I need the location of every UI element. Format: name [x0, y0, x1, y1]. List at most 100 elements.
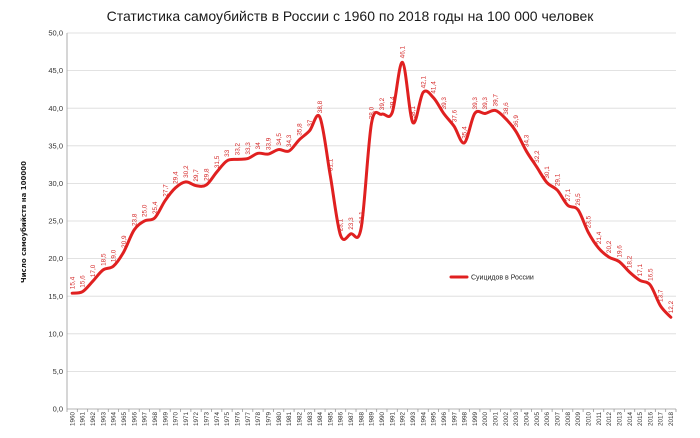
x-tick-label: 2004: [524, 412, 531, 427]
x-tick-label: 1993: [410, 412, 417, 427]
data-label: 39,3: [441, 97, 448, 110]
x-tick-label: 1991: [389, 412, 396, 427]
x-tick-label: 1984: [317, 412, 324, 427]
y-tick-label: 10,0: [48, 329, 63, 338]
data-label: 23,8: [131, 213, 138, 226]
x-tick-label: 2001: [493, 412, 500, 427]
data-label: 15,6: [80, 275, 87, 288]
data-label: 34,5: [276, 133, 283, 146]
data-label: 34,3: [286, 134, 293, 147]
data-label: 27,7: [162, 184, 169, 197]
x-tick-label: 2000: [482, 412, 489, 427]
x-tick-label: 1976: [235, 412, 242, 427]
data-label: 18,5: [100, 253, 107, 266]
data-label: 35,4: [462, 126, 469, 139]
x-tick-labels: 1960 1961 1962 1963 1964 1965 1966 1967 1968 1969…: [69, 412, 675, 427]
x-tick-label: 1989: [369, 412, 376, 427]
y-axis-label: Число самоубийств на 100000: [20, 161, 28, 283]
x-tick-label: 1960: [69, 412, 76, 427]
data-label: 39,7: [493, 94, 500, 107]
x-tick-label: 1971: [183, 412, 190, 427]
x-tick-label: 2014: [627, 412, 634, 427]
data-label: 25,4: [152, 201, 159, 214]
y-tick-label: 40,0: [48, 104, 63, 113]
x-tick-label: 1979: [265, 412, 272, 427]
grid-lines: [67, 32, 676, 372]
data-label: 33: [224, 149, 231, 157]
x-tick-label: 1981: [286, 412, 293, 427]
y-tick-label: 0,0: [53, 405, 63, 414]
y-tick-label: 35,0: [48, 141, 63, 150]
data-label: 16,5: [647, 268, 654, 281]
x-tick-label: 2009: [575, 412, 582, 427]
data-label: 29,4: [173, 171, 180, 184]
x-tick-label: 2013: [616, 412, 623, 427]
x-tick-label: 1995: [431, 412, 438, 427]
data-label: 38,0: [369, 106, 376, 119]
x-tick-label: 1982: [296, 412, 303, 427]
x-tick-label: 2016: [647, 412, 654, 427]
x-tick-label: 1990: [379, 412, 386, 427]
data-label: 21,4: [596, 231, 603, 244]
x-tick-label: 1992: [400, 412, 407, 427]
x-tick-label: 1969: [162, 412, 169, 427]
x-tick-label: 2005: [534, 412, 541, 427]
data-label: 41,4: [431, 81, 438, 94]
data-label: 13,7: [658, 289, 665, 302]
data-labels: 15,4 15,617,018,5 19,020,9 23,8 25,0 25,427,7…: [69, 45, 675, 313]
x-tick-label: 1962: [90, 412, 97, 427]
x-tick-label: 1968: [152, 412, 159, 427]
data-label: 25,0: [142, 204, 149, 217]
x-tick-label: 1988: [358, 412, 365, 427]
x-tick-label: 1983: [307, 412, 314, 427]
series-lines: [70, 60, 673, 319]
x-tick-label: 2011: [596, 412, 603, 426]
y-tick-label: 50,0: [48, 29, 63, 38]
x-tick-label: 1985: [327, 412, 334, 427]
x-tick-label: 2002: [503, 412, 510, 427]
data-label: 37: [307, 119, 314, 127]
data-label: 29,8: [204, 168, 211, 181]
data-label: 36,9: [513, 115, 520, 128]
data-label: 33,3: [245, 142, 252, 155]
x-tick-label: 1980: [276, 412, 283, 427]
x-tick-label: 1972: [193, 412, 200, 427]
data-label: 33,2: [235, 142, 242, 155]
y-tick-labels: 0,0 5,0 10,0 15,0 20,0 25,0 30,0 35,0 40,0 45,0 50…: [48, 29, 63, 414]
x-tick-label: 1966: [131, 412, 138, 427]
data-label: 39,2: [379, 97, 386, 110]
data-label: 35,8: [296, 123, 303, 136]
data-label: 31,5: [214, 155, 221, 168]
y-tick-label: 45,0: [48, 66, 63, 75]
axes: [66, 33, 677, 412]
x-tick-label: 2015: [637, 412, 644, 427]
data-label: 33,9: [265, 137, 272, 150]
data-label: 26,5: [575, 193, 582, 206]
x-tick-label: 1975: [224, 412, 231, 427]
data-label: 39,3: [472, 97, 479, 110]
data-label: 12,2: [668, 300, 675, 313]
data-label: 31,1: [327, 158, 334, 171]
data-label: 46,1: [400, 45, 407, 58]
y-tick-label: 5,0: [53, 367, 63, 376]
data-label: 39,4: [389, 96, 396, 109]
x-tick-label: 2012: [606, 412, 613, 427]
y-tick-label: 15,0: [48, 292, 63, 301]
y-tick-label: 25,0: [48, 217, 63, 226]
data-label: 20,2: [606, 240, 613, 253]
x-tick-label: 1964: [111, 412, 118, 427]
x-tick-label: 1963: [100, 412, 107, 427]
x-tick-label: 1997: [451, 412, 458, 427]
legend-label: Суицидов в России: [471, 275, 534, 282]
data-label: 37,6: [451, 109, 458, 122]
x-tick-label: 1987: [348, 412, 355, 427]
data-label: 27,1: [565, 188, 572, 201]
data-label: 24,1: [358, 211, 365, 224]
x-tick-label: 2017: [658, 412, 665, 427]
data-label: 23,3: [348, 217, 355, 230]
x-tick-label: 1967: [142, 412, 149, 427]
data-label: 30,2: [183, 165, 190, 178]
y-tick-label: 30,0: [48, 179, 63, 188]
